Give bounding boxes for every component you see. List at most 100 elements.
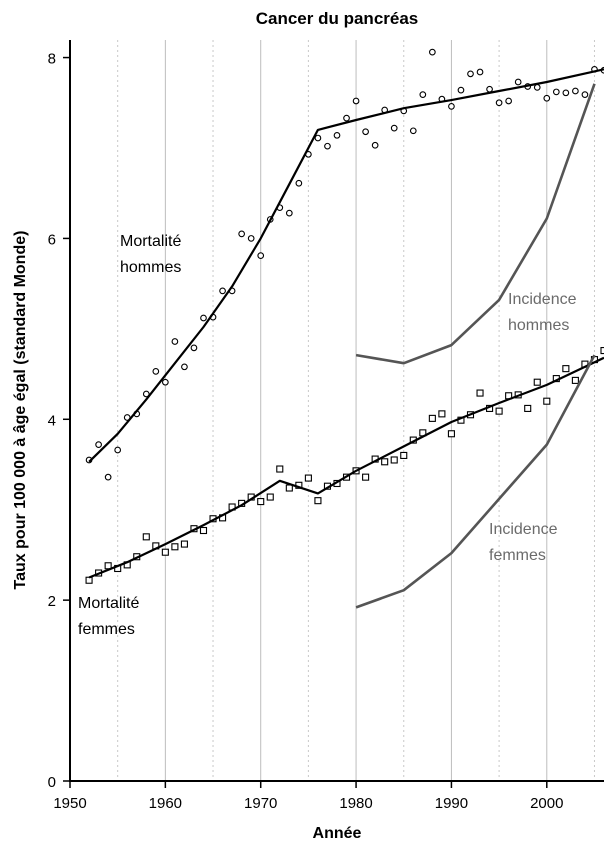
series-incidence-hommes-line	[355, 83, 596, 365]
point-circle-1970	[257, 252, 265, 259]
y-tick-label-8: 8	[48, 51, 56, 68]
point-circle-1997	[514, 78, 522, 86]
point-circle-1999	[533, 84, 541, 91]
point-square-1973	[285, 484, 293, 492]
point-square-1984	[390, 456, 398, 464]
point-circle-1984	[390, 124, 398, 132]
point-circle-2003	[572, 87, 579, 95]
series-incidence-femmes-line	[355, 354, 596, 609]
point-square-1958	[142, 533, 150, 541]
point-square-1981	[362, 473, 370, 481]
point-square-2006	[600, 347, 604, 355]
y-ticks: 0 2 4 6 8	[48, 51, 70, 791]
line-mortalite-femmes-fit-line	[88, 356, 604, 579]
point-square-1971	[266, 493, 274, 501]
point-circle-1958	[142, 390, 150, 398]
point-circle-2004	[581, 91, 589, 98]
point-circle-1994	[486, 85, 493, 93]
point-square-1962	[180, 540, 188, 548]
point-circle-1991	[457, 86, 465, 94]
point-circle-1979	[343, 114, 350, 122]
chart-title: Cancer du pancréas	[256, 9, 419, 28]
point-square-1976	[314, 497, 322, 505]
y-tick-label-6: 6	[48, 231, 56, 248]
point-circle-1990	[448, 103, 455, 110]
label-incidence-femmes-line2: femmes	[489, 547, 546, 564]
label-incidence-femmes-line1: Incidence	[489, 521, 558, 538]
point-circle-1992	[467, 70, 474, 78]
point-circle-1982	[371, 141, 379, 149]
y-tick-label-0: 0	[48, 774, 56, 791]
point-circle-1960	[162, 378, 169, 386]
label-mortalite-hommes-line2: hommes	[120, 259, 181, 276]
point-circle-1974	[295, 179, 303, 187]
point-circle-1987	[419, 91, 427, 98]
x-tick-label-1990: 1990	[435, 795, 468, 812]
series-mortalite-hommes-fit-line	[88, 68, 604, 463]
point-circle-1959	[152, 368, 160, 375]
y-axis-title: Taux pour 100 000 à âge égal (standard M…	[12, 231, 29, 590]
series-mortalite-femmes-points-square	[85, 347, 604, 584]
point-circle-1977	[324, 142, 331, 150]
y-tick-label-4: 4	[48, 412, 56, 429]
point-square-1952	[85, 576, 93, 584]
point-square-1988	[428, 414, 436, 422]
annotations: Mortalité hommes Mortalité femmes Incide…	[78, 233, 581, 638]
line-incidence-femmes-line	[355, 354, 596, 609]
label-incidence-femmes: Incidence femmes	[489, 521, 562, 564]
x-tick-label-1950: 1950	[53, 795, 86, 812]
axes	[69, 40, 604, 782]
point-square-1995	[495, 407, 503, 415]
point-circle-2000	[543, 94, 551, 102]
point-circle-1966	[219, 287, 226, 295]
point-square-1983	[381, 458, 389, 466]
point-square-2003	[571, 376, 579, 384]
point-circle-1995	[495, 99, 503, 107]
label-mortalite-hommes-line1: Mortalité	[120, 233, 181, 250]
point-square-1985	[400, 451, 408, 460]
point-square-1998	[524, 404, 532, 412]
point-circle-1963	[190, 344, 198, 352]
point-circle-1961	[171, 338, 179, 345]
series-layer	[85, 48, 604, 609]
point-square-1964	[199, 526, 208, 535]
line-incidence-hommes-line	[355, 83, 596, 365]
label-mortalite-femmes: Mortalité femmes	[78, 595, 144, 638]
x-ticks: 1950 1960 1970 1980 1990 2000	[53, 781, 563, 812]
point-circle-1962	[181, 363, 188, 371]
x-tick-label-1970: 1970	[244, 795, 277, 812]
point-square-1990	[447, 430, 455, 438]
y-tick-label-2: 2	[48, 593, 56, 610]
point-circle-1996	[505, 97, 512, 105]
label-incidence-hommes-line2: hommes	[508, 317, 569, 334]
point-circle-1964	[200, 314, 207, 322]
point-square-1960	[161, 548, 169, 556]
point-circle-1954	[104, 473, 112, 481]
x-tick-label-1980: 1980	[339, 795, 372, 812]
point-circle-1986	[409, 127, 417, 135]
point-circle-2001	[552, 88, 560, 96]
point-square-1975	[304, 474, 312, 482]
label-mortalite-hommes: Mortalité hommes	[120, 233, 186, 276]
point-circle-1953	[95, 441, 102, 448]
point-square-1970	[257, 498, 265, 506]
point-square-1972	[276, 465, 284, 473]
line-mortalite-hommes-fit-line	[88, 68, 604, 463]
point-square-1989	[438, 410, 446, 418]
label-incidence-hommes-line1: Incidence	[508, 291, 577, 308]
point-circle-1973	[285, 209, 293, 217]
point-circle-1988	[429, 48, 436, 56]
point-square-1961	[171, 543, 179, 551]
series-mortalite-femmes-fit-line	[88, 356, 604, 579]
point-circle-1993	[476, 68, 484, 76]
point-circle-1978	[333, 131, 341, 139]
x-axis-title: Année	[313, 825, 362, 842]
point-circle-1980	[352, 97, 360, 105]
label-incidence-hommes: Incidence hommes	[508, 291, 581, 334]
point-square-1999	[533, 378, 541, 386]
point-circle-1981	[362, 128, 369, 136]
point-circle-1976	[314, 134, 322, 142]
x-tick-label-2000: 2000	[530, 795, 563, 812]
gridlines	[117, 40, 595, 781]
